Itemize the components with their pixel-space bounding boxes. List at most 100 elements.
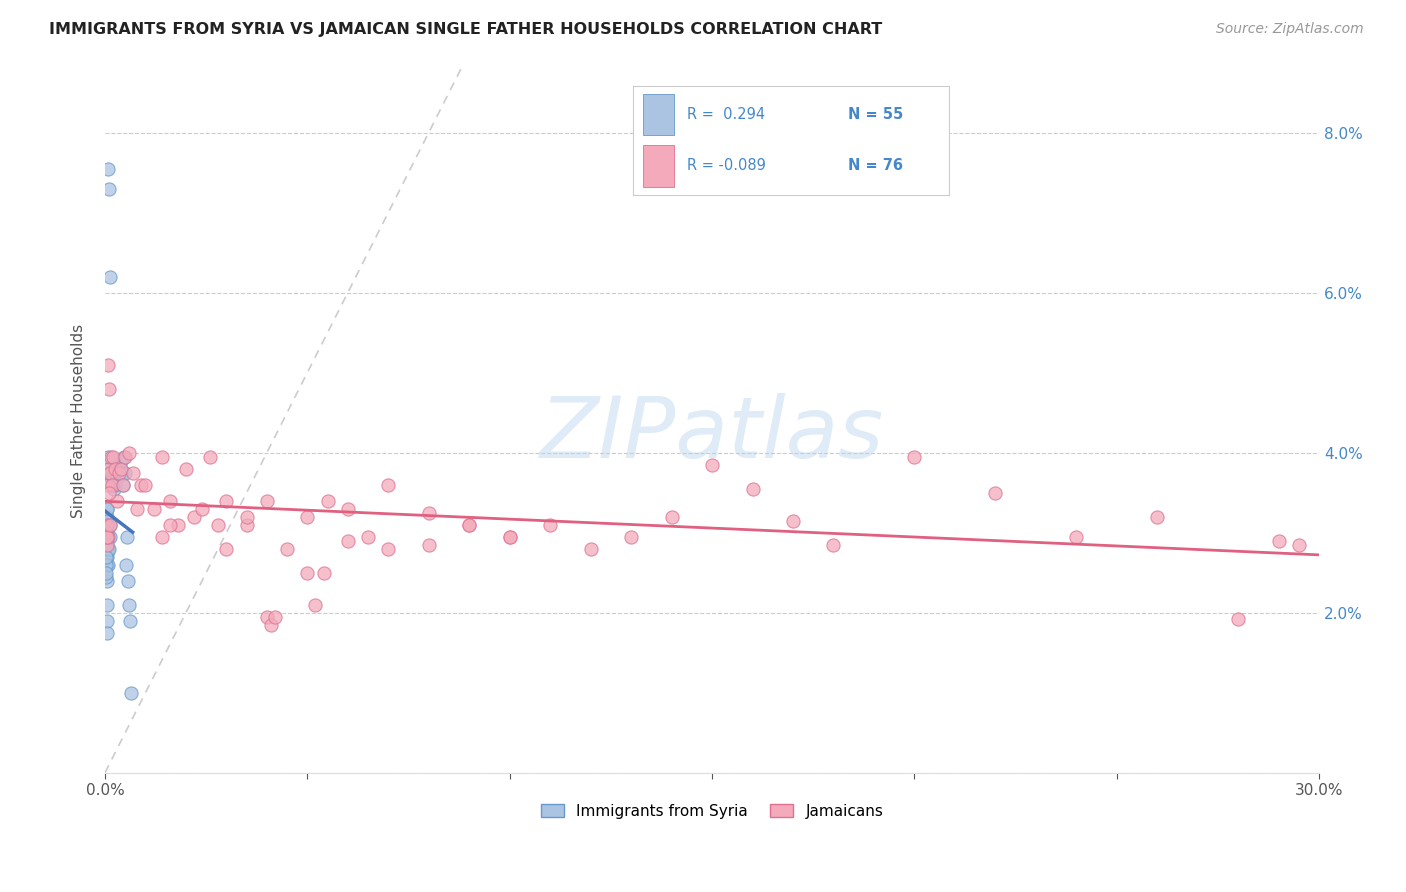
Point bbox=[215, 493, 238, 508]
Point bbox=[235, 509, 257, 524]
Point bbox=[215, 541, 238, 556]
Point bbox=[741, 482, 763, 496]
Point bbox=[97, 450, 120, 464]
Point bbox=[108, 466, 131, 480]
Point bbox=[418, 506, 440, 520]
Point bbox=[256, 493, 278, 508]
Point bbox=[104, 461, 127, 475]
Point bbox=[96, 517, 118, 532]
Point bbox=[316, 493, 339, 508]
Y-axis label: Single Father Households: Single Father Households bbox=[72, 324, 86, 517]
Point bbox=[97, 477, 120, 491]
Point bbox=[96, 541, 118, 556]
Point bbox=[96, 598, 118, 612]
Point bbox=[538, 517, 561, 532]
Point bbox=[96, 530, 118, 544]
Point bbox=[264, 609, 287, 624]
Point bbox=[122, 466, 145, 480]
Point bbox=[276, 541, 298, 556]
Legend: Immigrants from Syria, Jamaicans: Immigrants from Syria, Jamaicans bbox=[534, 797, 890, 825]
Point bbox=[105, 469, 128, 483]
Point bbox=[357, 530, 380, 544]
Point bbox=[96, 501, 118, 516]
Point bbox=[1227, 612, 1250, 626]
Point bbox=[96, 509, 118, 524]
Point bbox=[297, 509, 319, 524]
Point bbox=[103, 482, 125, 496]
Point bbox=[100, 450, 122, 464]
Point bbox=[101, 461, 124, 475]
Point bbox=[105, 474, 128, 488]
Point bbox=[112, 477, 135, 491]
Point bbox=[823, 538, 845, 552]
Point bbox=[96, 517, 118, 532]
Point bbox=[112, 477, 135, 491]
Point bbox=[1288, 538, 1310, 552]
Point bbox=[700, 458, 723, 472]
Point bbox=[200, 450, 222, 464]
Point bbox=[112, 450, 135, 464]
Point bbox=[174, 461, 197, 475]
Point bbox=[115, 558, 138, 572]
Point bbox=[101, 477, 124, 491]
Point bbox=[499, 530, 522, 544]
Point bbox=[96, 549, 118, 564]
Point bbox=[96, 558, 118, 572]
Point bbox=[159, 493, 181, 508]
Point bbox=[120, 614, 142, 628]
Point bbox=[499, 530, 522, 544]
Text: IMMIGRANTS FROM SYRIA VS JAMAICAN SINGLE FATHER HOUSEHOLDS CORRELATION CHART: IMMIGRANTS FROM SYRIA VS JAMAICAN SINGLE… bbox=[49, 22, 883, 37]
Point bbox=[111, 466, 134, 480]
Point bbox=[96, 538, 118, 552]
Point bbox=[96, 541, 118, 556]
Point bbox=[101, 450, 124, 464]
Point bbox=[458, 517, 481, 532]
Point bbox=[96, 525, 118, 540]
Point bbox=[1146, 509, 1168, 524]
Point bbox=[118, 598, 141, 612]
Point bbox=[903, 450, 925, 464]
Point bbox=[127, 501, 149, 516]
Point bbox=[98, 541, 121, 556]
Point bbox=[98, 382, 121, 396]
Point bbox=[114, 450, 136, 464]
Point bbox=[1066, 530, 1088, 544]
Point bbox=[150, 450, 173, 464]
Point bbox=[260, 617, 283, 632]
Point bbox=[96, 566, 118, 580]
Point bbox=[579, 541, 602, 556]
Point bbox=[118, 445, 141, 459]
Point bbox=[782, 514, 804, 528]
Point bbox=[336, 501, 359, 516]
Point bbox=[96, 530, 118, 544]
Point bbox=[134, 477, 156, 491]
Point bbox=[117, 530, 139, 544]
Point bbox=[110, 453, 132, 467]
Point bbox=[110, 461, 132, 475]
Point bbox=[96, 533, 118, 548]
Point bbox=[150, 530, 173, 544]
Point bbox=[661, 509, 683, 524]
Point bbox=[1267, 533, 1289, 548]
Point bbox=[984, 485, 1007, 500]
Point bbox=[117, 574, 139, 588]
Point bbox=[235, 517, 257, 532]
Point bbox=[105, 493, 128, 508]
Point bbox=[104, 477, 127, 491]
Point bbox=[97, 541, 120, 556]
Point bbox=[297, 566, 319, 580]
Point bbox=[97, 530, 120, 544]
Point bbox=[98, 269, 121, 284]
Point bbox=[336, 533, 359, 548]
Point bbox=[207, 517, 229, 532]
Point bbox=[256, 609, 278, 624]
Point bbox=[98, 517, 121, 532]
Point bbox=[98, 517, 121, 532]
Point bbox=[97, 358, 120, 372]
Point bbox=[96, 501, 118, 516]
Point bbox=[96, 514, 118, 528]
Point bbox=[108, 466, 131, 480]
Point bbox=[97, 161, 120, 176]
Point bbox=[142, 501, 165, 516]
Text: ZIPatlas: ZIPatlas bbox=[540, 393, 884, 476]
